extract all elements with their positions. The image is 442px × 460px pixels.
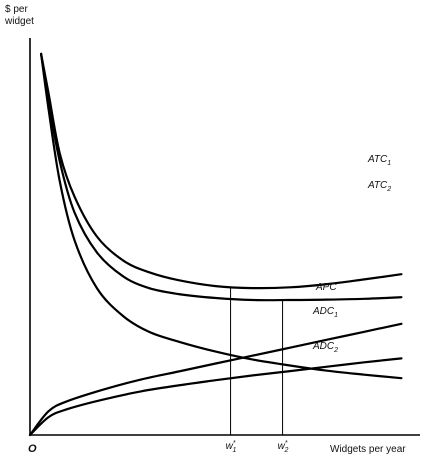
curve-adc2 [28,357,403,437]
series-curves [28,52,403,437]
label-w2: w* 2 [278,440,289,454]
axes [29,38,420,436]
label-adc2: ADC2 [312,341,338,354]
curve-labels: ATC1 ATC2 APC ADC1 ADC2 w* 1 w* 2 [226,154,392,454]
y-axis-label-line: widget [4,16,34,27]
label-adc1: ADC1 [312,306,338,319]
curve-atc1 [40,52,403,290]
y-axis-label-line: $ per [5,4,28,15]
label-apc: APC [315,282,337,293]
y-axis-label: $ per widget [4,4,34,27]
label-atc2: ATC2 [367,180,391,193]
label-atc1: ATC1 [367,154,391,167]
origin-label: O [28,443,37,455]
curve-adc1 [28,322,403,437]
curve-atc2 [40,52,403,302]
label-w1: w* 1 [226,440,237,454]
curve-apc [40,52,403,380]
x-axis-label: Widgets per year [330,444,406,455]
